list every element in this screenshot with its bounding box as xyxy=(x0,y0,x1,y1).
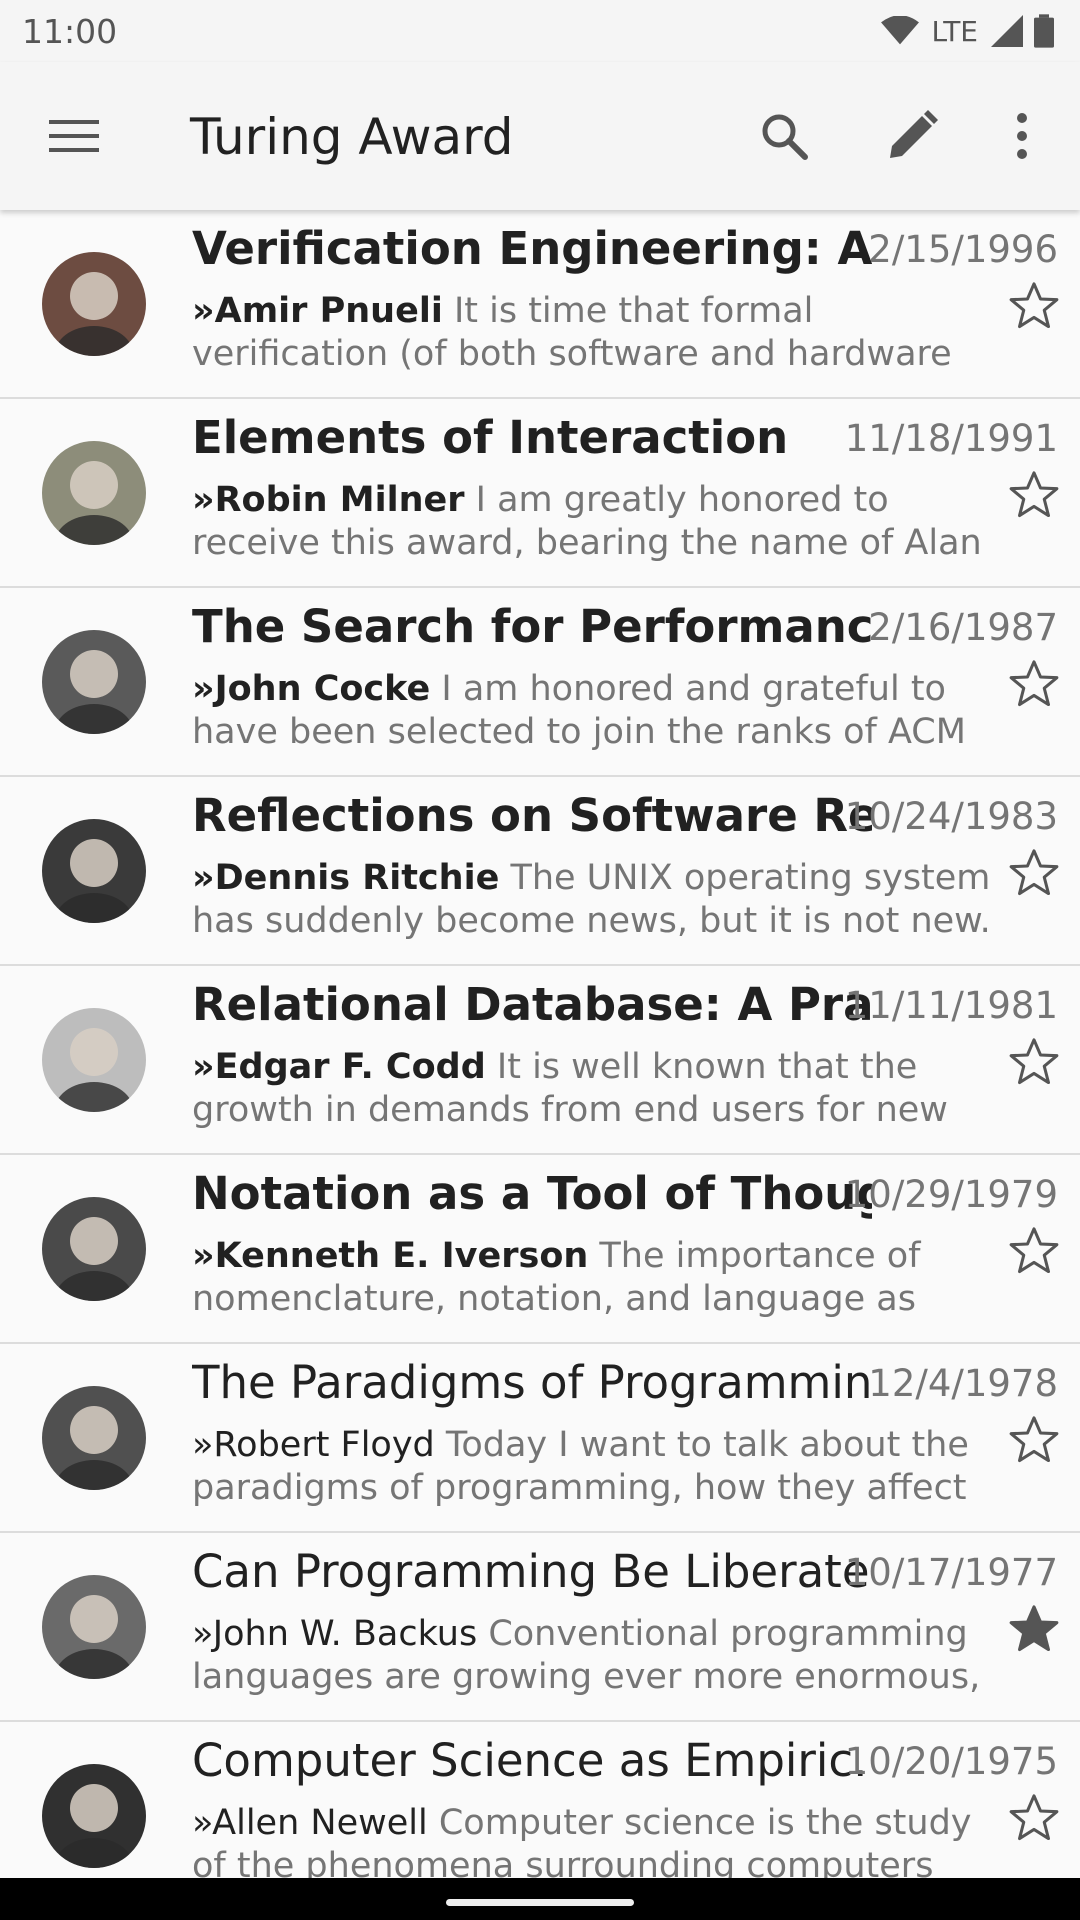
item-date: 10/20/1975 xyxy=(844,1740,1058,1783)
author-avatar xyxy=(42,1575,146,1679)
item-title: Verification Engineering: A Fut.. xyxy=(192,222,872,275)
item-author: »Edgar F. Codd xyxy=(192,1047,486,1087)
signal-icon xyxy=(991,15,1023,47)
item-excerpt: I am honored and grateful to have been s… xyxy=(192,669,966,752)
author-avatar xyxy=(42,1197,146,1301)
item-snippet: »Robin Milner I am greatly honored to re… xyxy=(192,479,992,565)
list-item[interactable]: Notation as a Tool of Thought 10/29/1979… xyxy=(0,1155,1080,1344)
item-author: »Amir Pnueli xyxy=(192,291,443,331)
status-time: 11:00 xyxy=(22,11,118,51)
item-snippet: »Dennis Ritchie The UNIX operating syste… xyxy=(192,857,992,943)
star-outline-icon[interactable] xyxy=(1006,1790,1062,1846)
star-outline-icon[interactable] xyxy=(1006,467,1062,523)
network-type: LTE xyxy=(931,14,978,48)
star-outline-icon[interactable] xyxy=(1006,1034,1062,1090)
menu-icon[interactable] xyxy=(44,106,104,166)
item-excerpt: Conventional programming languages are g… xyxy=(192,1614,981,1697)
item-snippet: »Robert Floyd Today I want to talk about… xyxy=(192,1424,992,1510)
item-snippet: »John Cocke I am honored and grateful to… xyxy=(192,668,992,754)
item-title: The Paradigms of Programming xyxy=(192,1356,872,1409)
search-icon[interactable] xyxy=(752,104,816,168)
item-date: 2/16/1987 xyxy=(868,606,1058,649)
award-lecture-list[interactable]: Verification Engineering: A Fut.. 2/15/1… xyxy=(0,210,1080,1878)
item-snippet: »Allen Newell Computer science is the st… xyxy=(192,1802,992,1878)
item-author: »Robert Floyd xyxy=(192,1425,435,1465)
item-date: 2/15/1996 xyxy=(868,228,1058,271)
author-avatar xyxy=(42,441,146,545)
item-date: 10/24/1983 xyxy=(844,795,1058,838)
item-author: »Dennis Ritchie xyxy=(192,858,500,898)
item-title: Reflections on Software Rese.. xyxy=(192,789,872,842)
edit-icon[interactable] xyxy=(880,104,944,168)
list-item[interactable]: Relational Database: A Practi.. 11/11/19… xyxy=(0,966,1080,1155)
app-bar: Turing Award xyxy=(0,62,1080,210)
list-item[interactable]: Computer Science as Empiric.. 10/20/1975… xyxy=(0,1722,1080,1878)
star-outline-icon[interactable] xyxy=(1006,1412,1062,1468)
item-excerpt: Today I want to talk about the paradigms… xyxy=(192,1425,969,1508)
item-excerpt: It is time that formal verification (of … xyxy=(192,291,952,374)
list-item[interactable]: Elements of Interaction 11/18/1991 »Robi… xyxy=(0,399,1080,588)
item-title: The Search for Performance in.. xyxy=(192,600,872,653)
item-excerpt: The importance of nomenclature, notation… xyxy=(192,1236,921,1319)
author-avatar xyxy=(42,252,146,356)
author-avatar xyxy=(42,1008,146,1112)
star-outline-icon[interactable] xyxy=(1006,1223,1062,1279)
item-date: 12/4/1978 xyxy=(868,1362,1058,1405)
item-excerpt: The UNIX operating system has suddenly b… xyxy=(192,858,991,941)
item-date: 11/18/1991 xyxy=(844,417,1058,460)
item-title: Can Programming Be Liberate.. xyxy=(192,1545,872,1598)
status-bar: 11:00 LTE xyxy=(0,0,1080,62)
author-avatar xyxy=(42,1386,146,1490)
list-item[interactable]: Can Programming Be Liberate.. 10/17/1977… xyxy=(0,1533,1080,1722)
item-date: 10/29/1979 xyxy=(844,1173,1058,1216)
star-filled-icon[interactable] xyxy=(1006,1601,1062,1657)
battery-icon xyxy=(1034,14,1054,48)
item-excerpt: Computer science is the study of the phe… xyxy=(192,1803,972,1878)
item-excerpt: I am greatly honored to receive this awa… xyxy=(192,480,982,563)
author-avatar xyxy=(42,819,146,923)
item-date: 10/17/1977 xyxy=(844,1551,1058,1594)
item-author: »Kenneth E. Iverson xyxy=(192,1236,589,1276)
list-item[interactable]: The Paradigms of Programming 12/4/1978 »… xyxy=(0,1344,1080,1533)
star-outline-icon[interactable] xyxy=(1006,656,1062,712)
item-title: Computer Science as Empiric.. xyxy=(192,1734,872,1787)
more-options-icon[interactable] xyxy=(990,104,1054,168)
status-icons: LTE xyxy=(881,14,1054,48)
home-gesture-handle[interactable] xyxy=(446,1899,634,1906)
item-title: Notation as a Tool of Thought xyxy=(192,1167,872,1220)
star-outline-icon[interactable] xyxy=(1006,845,1062,901)
list-item[interactable]: Reflections on Software Rese.. 10/24/198… xyxy=(0,777,1080,966)
item-title: Elements of Interaction xyxy=(192,411,789,464)
author-avatar xyxy=(42,630,146,734)
item-snippet: »Edgar F. Codd It is well known that the… xyxy=(192,1046,992,1132)
author-avatar xyxy=(42,1764,146,1868)
item-snippet: »John W. Backus Conventional programming… xyxy=(192,1613,992,1699)
item-excerpt: It is well known that the growth in dema… xyxy=(192,1047,948,1130)
item-date: 11/11/1981 xyxy=(844,984,1058,1027)
app-title: Turing Award xyxy=(190,108,514,166)
item-snippet: »Amir Pnueli It is time that formal veri… xyxy=(192,290,992,376)
item-author: »Allen Newell xyxy=(192,1803,428,1843)
list-item[interactable]: The Search for Performance in.. 2/16/198… xyxy=(0,588,1080,777)
item-author: »Robin Milner xyxy=(192,480,465,520)
star-outline-icon[interactable] xyxy=(1006,278,1062,334)
item-snippet: »Kenneth E. Iverson The importance of no… xyxy=(192,1235,992,1321)
item-title: Relational Database: A Practi.. xyxy=(192,978,872,1031)
wifi-icon xyxy=(881,16,920,45)
item-author: »John W. Backus xyxy=(192,1614,478,1654)
list-item[interactable]: Verification Engineering: A Fut.. 2/15/1… xyxy=(0,210,1080,399)
item-author: »John Cocke xyxy=(192,669,431,709)
